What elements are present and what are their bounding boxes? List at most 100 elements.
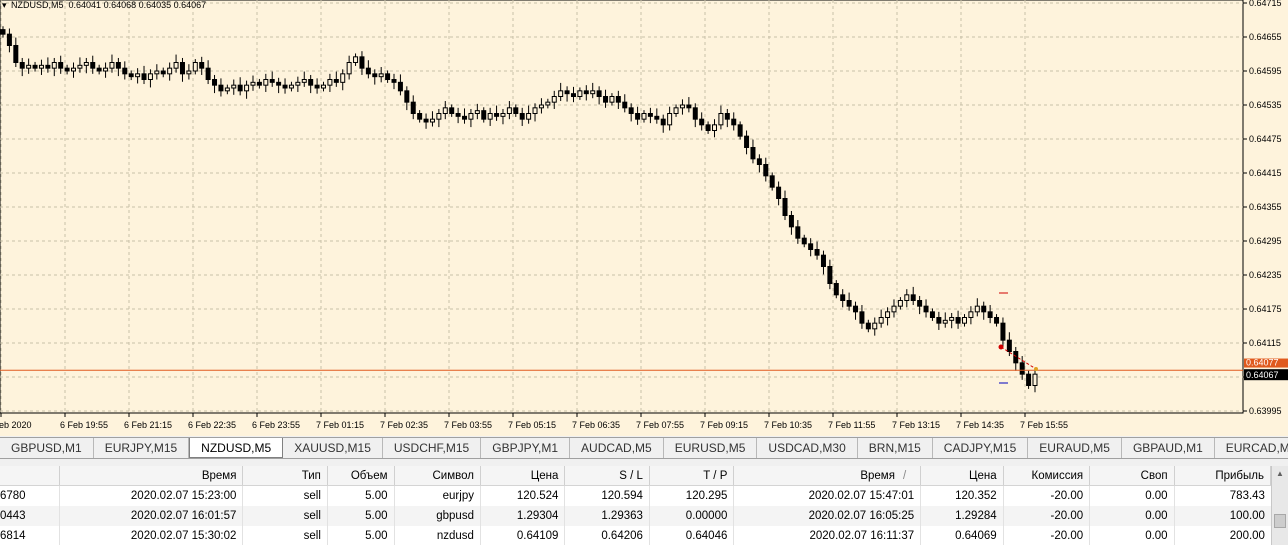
table-cell: 2020.02.07 15:47:01 [734,486,922,506]
candle-body [910,294,916,302]
time-tick-label: 6 Feb 19:55 [60,420,108,430]
table-cell: 120.295 [650,486,735,506]
scroll-thumb[interactable] [1274,514,1286,528]
candle-body [667,113,673,126]
candle-body [276,81,282,86]
candle-body [186,70,192,75]
candle-body [795,226,801,239]
tab-eurjpy-m15[interactable]: EURJPY,M15 [94,438,190,458]
candle-body [327,79,333,86]
table-cell: 120.524 [481,486,566,506]
column-header[interactable]: Символ [395,466,481,485]
candle-body [263,79,269,86]
tab-eurusd-m5[interactable]: EURUSD,M5 [664,438,758,458]
tab-cadjpy-m15[interactable]: CADJPY,M15 [933,438,1029,458]
tab-brn-m15[interactable]: BRN,M15 [858,438,933,458]
candle-body [404,90,410,103]
candle-body [154,70,160,75]
candle-body [288,84,294,89]
tab-xauusd-m15[interactable]: XAUUSD,M15 [283,438,383,458]
table-cell: 0443 [0,506,60,526]
column-header[interactable]: Комиссия [1004,466,1091,485]
candle-body [26,64,32,69]
candle-body [6,33,12,47]
table-scrollbar[interactable]: ▲ [1271,466,1288,545]
candle-body [583,90,589,95]
time-tick-label: 6 Feb 22:35 [188,420,236,430]
column-header[interactable]: Прибыль [1175,466,1271,485]
tab-audcad-m5[interactable]: AUDCAD,M5 [570,438,664,458]
tab-gbpjpy-m1[interactable]: GBPJPY,M1 [481,438,571,458]
candle-body [731,118,737,126]
candle-body [167,67,173,75]
tab-euraud-m5[interactable]: EURAUD,M5 [1028,438,1122,458]
time-tick-label: 7 Feb 09:15 [700,420,748,430]
column-header[interactable]: Время / [734,466,922,485]
candle-body [776,186,782,200]
column-header[interactable] [0,466,60,485]
candle-body [808,243,814,250]
tab-nzdusd-m5[interactable]: NZDUSD,M5 [189,438,284,458]
candle-body [58,62,64,69]
candle-body [859,311,865,324]
candle-body [904,294,910,302]
table-row[interactable]: 6814 2020.02.07 15:30:02 sell 5.00 nzdusd 0.6… [0,526,1271,545]
table-row[interactable]: 6780 2020.02.07 15:23:00 sell 5.00 eurjpy 120… [0,486,1271,506]
candle-body [436,113,442,120]
column-header[interactable]: T / P [650,466,735,485]
candle-body [481,110,487,120]
candle-body [417,113,423,120]
table-cell: 120.594 [565,486,650,506]
candle-body [51,62,57,69]
scroll-up-icon[interactable]: ▲ [1276,469,1284,478]
price-tick-label: 0.64715 [1249,0,1282,8]
candle-body [692,107,698,120]
column-header[interactable]: Своп [1090,466,1175,485]
candle-body [929,311,935,319]
candle-body [756,158,762,165]
candle-body [974,305,980,313]
candle-body [282,84,288,89]
table-cell: 2020.02.07 15:30:02 [60,526,244,545]
candle-body [538,104,544,109]
column-header[interactable]: Цена [481,466,566,485]
table-cell: 0.00 [1090,526,1175,545]
table-cell: nzdusd [395,526,481,545]
candle-body [423,118,429,123]
candle-body [218,84,224,92]
current-price-marker [1244,369,1288,381]
candle-body [872,322,878,330]
candle-body [590,90,596,95]
candle-body [513,107,519,115]
candle-body [699,118,705,126]
tab-usdcad-m30[interactable]: USDCAD,M30 [757,438,858,458]
candle-body [628,107,634,115]
time-tick-label: 6 Feb 21:15 [124,420,172,430]
candle-body [147,73,153,81]
table-cell: 200.00 [1229,530,1265,542]
tab-gbpusd-m1[interactable]: GBPUSD,M1 [0,438,94,458]
table-row[interactable]: 0443 2020.02.07 16:01:57 sell 5.00 gbpusd 1.2… [0,506,1271,526]
table-cell: 2020.02.07 16:05:25 [734,506,922,526]
candle-body [77,64,83,69]
candle-body [500,113,506,117]
column-header[interactable]: Объем [328,466,395,485]
price-chart[interactable]: 0.64715 0.64655 0.64595 0.64535 0.64475 0.644… [0,0,1288,436]
column-header[interactable]: Время [60,466,244,485]
candle-body [237,84,243,92]
current-price-label: 0.64067 [1246,370,1279,380]
column-header[interactable]: Цена [921,466,1004,485]
candle-body [173,62,179,69]
tab-eurcad-m15[interactable]: EURCAD,M15 [1215,438,1288,458]
candle-body [737,124,743,137]
price-tick-label: 0.64235 [1249,270,1282,280]
tab-usdchf-m15[interactable]: USDCHF,M15 [383,438,482,458]
column-header[interactable]: S / L [565,466,650,485]
column-header[interactable]: Тип [243,466,328,485]
chart-area[interactable]: 0.64715 0.64655 0.64595 0.64535 0.64475 0.644… [0,0,1288,436]
candle-body [45,64,51,69]
tab-gbpaud-m1[interactable]: GBPAUD,M1 [1122,438,1215,458]
candle-body [936,317,942,324]
price-tick-label: 0.64535 [1249,100,1282,110]
price-tick-label: 0.63995 [1249,406,1282,416]
